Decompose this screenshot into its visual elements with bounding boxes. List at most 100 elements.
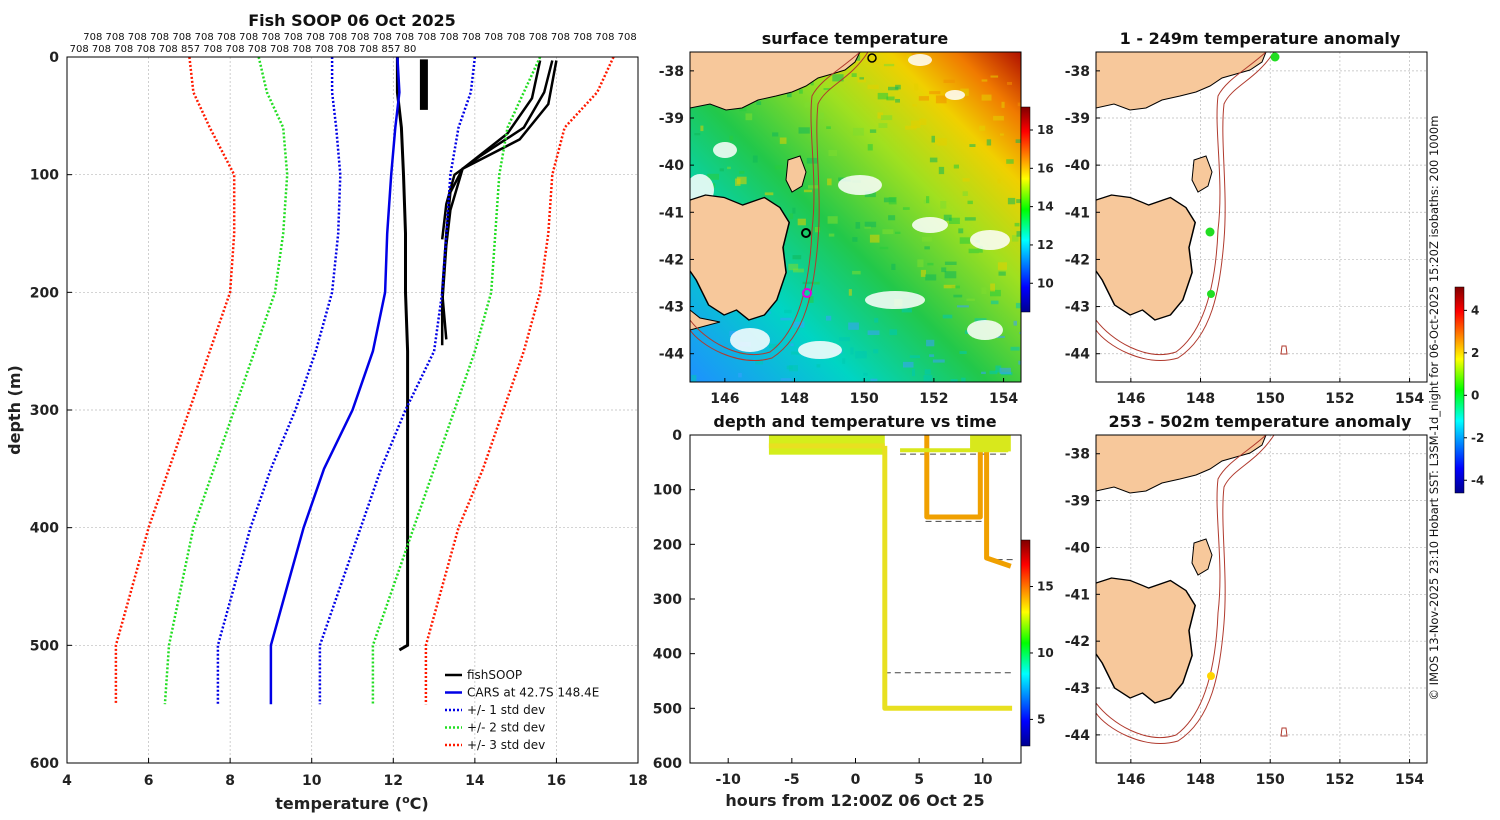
sst-speck xyxy=(938,166,945,175)
profile-ticks: 4 6 8 10 12 14 16 18 0 100 200 300 400 500 600 xyxy=(30,50,648,789)
sst-speck xyxy=(996,335,1005,338)
time-ytick-label: 100 xyxy=(653,483,682,499)
anomaly-shallow-frame xyxy=(1095,51,1428,383)
anomaly-colorbar-ticks: -4 -2 0 2 4 xyxy=(1464,303,1484,487)
sst-speck xyxy=(953,294,963,298)
sst-speck xyxy=(752,155,758,163)
sst-speck xyxy=(924,246,930,250)
sst-speck xyxy=(1006,159,1014,164)
sst-speck xyxy=(838,177,846,181)
sst-speck xyxy=(755,360,764,365)
sst-speck xyxy=(816,364,821,368)
sst-speck xyxy=(787,92,792,98)
sst-speck xyxy=(729,135,734,141)
sst-speck xyxy=(1007,82,1012,85)
sst-speck xyxy=(981,287,987,294)
sst-speck xyxy=(864,226,871,229)
colorbar-tick-label: 4 xyxy=(1471,303,1479,317)
sst-speck xyxy=(739,170,745,174)
sst-speck xyxy=(802,281,814,285)
anomaly-shallow-title: 1 - 249m temperature anomaly xyxy=(1120,29,1401,48)
sst-speck xyxy=(924,369,931,375)
colorbar-tick-label: -2 xyxy=(1471,431,1484,445)
anomaly-deep-panel: 253 - 502m temperature anomaly 146 148 150… xyxy=(1065,412,1428,788)
sst-speck xyxy=(808,296,814,303)
sst-speck xyxy=(877,92,889,100)
sst-speck xyxy=(769,343,778,349)
time-ytick-label: 0 xyxy=(672,428,682,444)
sst-speck xyxy=(803,189,812,193)
sst-speck xyxy=(848,322,859,330)
sst-speck xyxy=(772,132,779,137)
sst-speck xyxy=(929,354,935,357)
colorbar-tick-label: 2 xyxy=(1471,346,1479,360)
sst-speck xyxy=(867,84,879,90)
sst-port-marker xyxy=(867,53,877,63)
sst-speck xyxy=(848,289,852,296)
colorbar-tick-label: 14 xyxy=(1037,200,1054,214)
sst-speck xyxy=(735,178,741,186)
sst-speck xyxy=(879,246,889,250)
sst-speck xyxy=(953,164,959,169)
sst-title: surface temperature xyxy=(762,29,949,48)
sst-speck xyxy=(793,268,804,273)
profile-legend: fishSOOP CARS at 42.7S 148.4E +/- 1 std de… xyxy=(445,668,599,752)
map-xtick-label: 146 xyxy=(710,391,739,407)
sst-cloud xyxy=(945,90,965,100)
sst-speck xyxy=(691,374,697,382)
sst-speck xyxy=(883,63,895,67)
sst-speck xyxy=(940,201,947,209)
sst-speck xyxy=(919,118,927,125)
profile-xtick-label: 16 xyxy=(547,773,566,789)
sst-speck xyxy=(780,317,793,321)
sst-cloud xyxy=(967,320,1003,340)
sst-cloud xyxy=(912,217,948,233)
sst-speck xyxy=(926,339,935,347)
map-ytick-label: -43 xyxy=(1065,300,1090,316)
profile-series xyxy=(114,57,615,705)
sst-speck xyxy=(912,104,917,107)
sst-speck xyxy=(927,262,934,266)
sst-speck xyxy=(870,378,878,382)
colorbar-tick-label: 10 xyxy=(1037,646,1054,660)
sst-speck xyxy=(815,227,820,233)
sst-speck xyxy=(943,284,956,289)
sst-speck xyxy=(1016,231,1021,237)
sst-speck xyxy=(922,236,932,242)
map-ytick-label: -42 xyxy=(1065,252,1090,268)
sst-speck xyxy=(1018,360,1021,365)
anomaly-deep-land xyxy=(1096,435,1267,704)
sst-speck xyxy=(852,127,864,136)
map-xtick-label: 148 xyxy=(780,391,809,407)
sst-speck xyxy=(935,95,947,104)
sst-speck xyxy=(738,372,742,378)
sst-speck xyxy=(792,207,796,214)
map-ytick-label: -40 xyxy=(1065,158,1091,174)
map-xtick-label: 150 xyxy=(1256,772,1285,788)
colorbar-tick-label: -4 xyxy=(1471,473,1484,487)
sst-speck xyxy=(878,123,888,128)
map-xtick-label: 148 xyxy=(1186,391,1215,407)
sst-speck xyxy=(798,127,810,134)
anomaly-deep-title: 253 - 502m temperature anomaly xyxy=(1109,412,1412,431)
map-ytick-label: -40 xyxy=(1065,540,1091,556)
sst-speck xyxy=(1013,320,1017,326)
sst-speck xyxy=(827,178,832,186)
sst-speck xyxy=(960,88,969,96)
sst-speck xyxy=(806,157,818,164)
sst-speck xyxy=(968,248,979,254)
sst-speck xyxy=(786,365,793,370)
map-ytick-label: -42 xyxy=(1065,634,1090,650)
map-ytick-label: -39 xyxy=(1065,494,1090,510)
sst-speck xyxy=(828,233,835,237)
map-ytick-label: -43 xyxy=(1065,681,1090,697)
sst-speck xyxy=(827,216,838,224)
sst-speck xyxy=(909,355,920,359)
sst-speck xyxy=(793,321,805,328)
sst-speck xyxy=(957,305,969,308)
sst-speck xyxy=(826,315,832,321)
surface-band-2 xyxy=(970,435,1011,452)
anomaly-deep-isobath-200 xyxy=(1096,435,1267,738)
profile-series-10 xyxy=(424,57,615,705)
